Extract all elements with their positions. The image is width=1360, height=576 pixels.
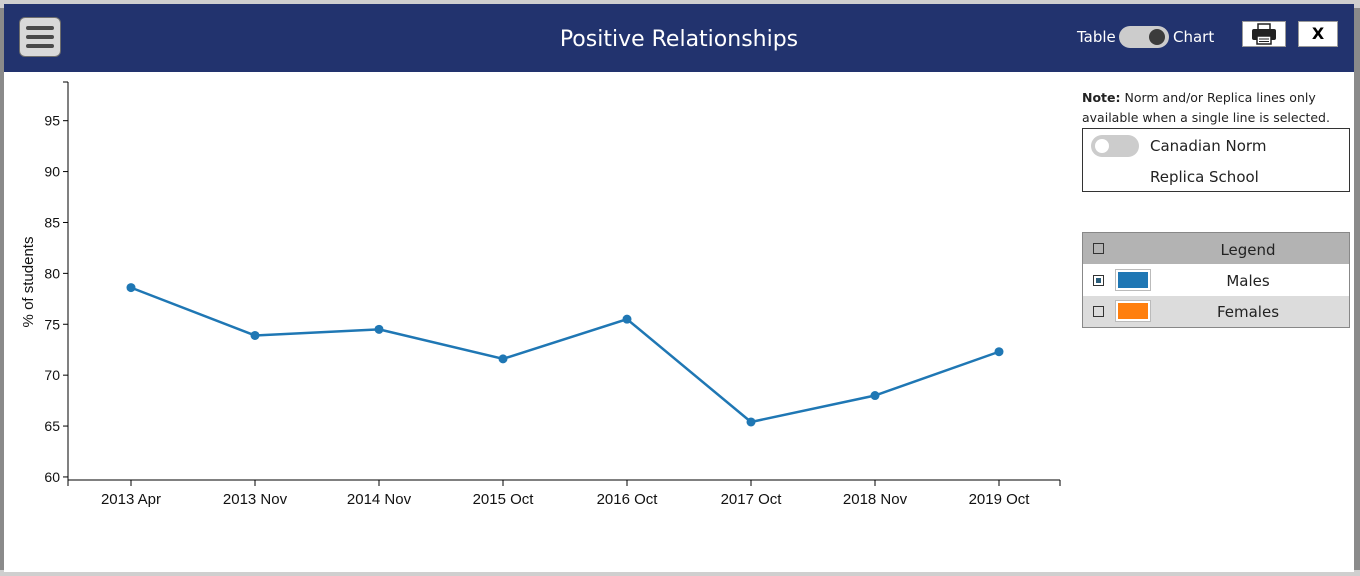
legend-swatch-males xyxy=(1115,269,1151,291)
y-tick-label: 95 xyxy=(44,113,60,129)
x-tick-label: 2013 Nov xyxy=(223,491,288,508)
x-tick-label: 2014 Nov xyxy=(347,491,412,508)
legend-item-males[interactable]: Males xyxy=(1083,265,1349,296)
canadian-norm-label: Canadian Norm xyxy=(1150,137,1267,155)
series-line-males xyxy=(130,286,1000,424)
note-text: Note: Norm and/or Replica lines only ava… xyxy=(1082,88,1342,128)
x-tick-label: 2018 Nov xyxy=(843,491,908,508)
close-button[interactable]: X xyxy=(1298,21,1338,47)
chart-modal: Positive Relationships Table Chart X 60 6… xyxy=(4,4,1354,572)
toggle-label-table: Table xyxy=(1077,28,1116,46)
y-tick-label: 70 xyxy=(44,367,60,383)
legend-label-males: Males xyxy=(1226,272,1270,290)
note-body: Norm and/or Replica lines only available… xyxy=(1082,90,1330,125)
canadian-norm-toggle[interactable] xyxy=(1091,135,1139,157)
data-point xyxy=(622,314,632,324)
page-title: Positive Relationships xyxy=(559,27,799,52)
x-tick-label: 2015 Oct xyxy=(473,491,535,508)
note-bold-label: Note: xyxy=(1082,90,1121,105)
replica-school-label[interactable]: Replica School xyxy=(1150,168,1259,186)
y-tick-label: 85 xyxy=(44,214,60,230)
table-chart-toggle[interactable] xyxy=(1119,26,1169,48)
toggle-knob xyxy=(1095,139,1109,153)
y-tick-label: 65 xyxy=(44,418,60,434)
legend-checkbox-males[interactable] xyxy=(1093,275,1104,286)
legend-panel: Legend Males Females xyxy=(1082,232,1350,328)
y-axis-label: % of students xyxy=(20,237,37,328)
y-tick-label: 90 xyxy=(44,164,60,180)
data-point xyxy=(746,417,756,427)
data-point xyxy=(374,324,384,334)
modal-header: Positive Relationships Table Chart X xyxy=(4,4,1354,72)
legend-label-females: Females xyxy=(1216,303,1280,321)
data-point xyxy=(250,330,260,340)
x-tick-label: 2013 Apr xyxy=(101,491,161,508)
x-tick-label: 2017 Oct xyxy=(721,491,783,508)
x-tick-label: 2016 Oct xyxy=(597,491,659,508)
toggle-label-chart: Chart xyxy=(1173,28,1215,46)
menu-icon-bar xyxy=(26,26,54,30)
data-point xyxy=(870,391,880,401)
menu-icon-bar xyxy=(26,35,54,39)
print-button[interactable] xyxy=(1242,21,1286,47)
data-point xyxy=(994,347,1004,357)
menu-icon-bar xyxy=(26,44,54,48)
toggle-knob xyxy=(1149,29,1165,45)
norm-options-box: Canadian Norm Replica School xyxy=(1082,128,1350,192)
printer-icon xyxy=(1252,23,1276,45)
y-tick-label: 75 xyxy=(44,316,60,332)
legend-swatch-females xyxy=(1115,300,1151,322)
y-tick-label: 60 xyxy=(44,469,60,485)
data-point xyxy=(126,283,136,293)
data-point xyxy=(498,354,508,364)
legend-checkbox-females[interactable] xyxy=(1093,306,1104,317)
background-page-bottom xyxy=(0,570,1360,576)
y-tick-label: 80 xyxy=(44,265,60,281)
menu-button[interactable] xyxy=(19,17,61,57)
x-tick-label: 2019 Oct xyxy=(969,491,1031,508)
legend-select-all-checkbox[interactable] xyxy=(1093,243,1104,254)
legend-header: Legend xyxy=(1083,233,1349,264)
legend-title: Legend xyxy=(1220,241,1276,259)
legend-item-females[interactable]: Females xyxy=(1083,296,1349,327)
line-chart: 60 65 70 75 80 85 90 95 % of students 2013 Apr 201… xyxy=(20,81,1061,508)
